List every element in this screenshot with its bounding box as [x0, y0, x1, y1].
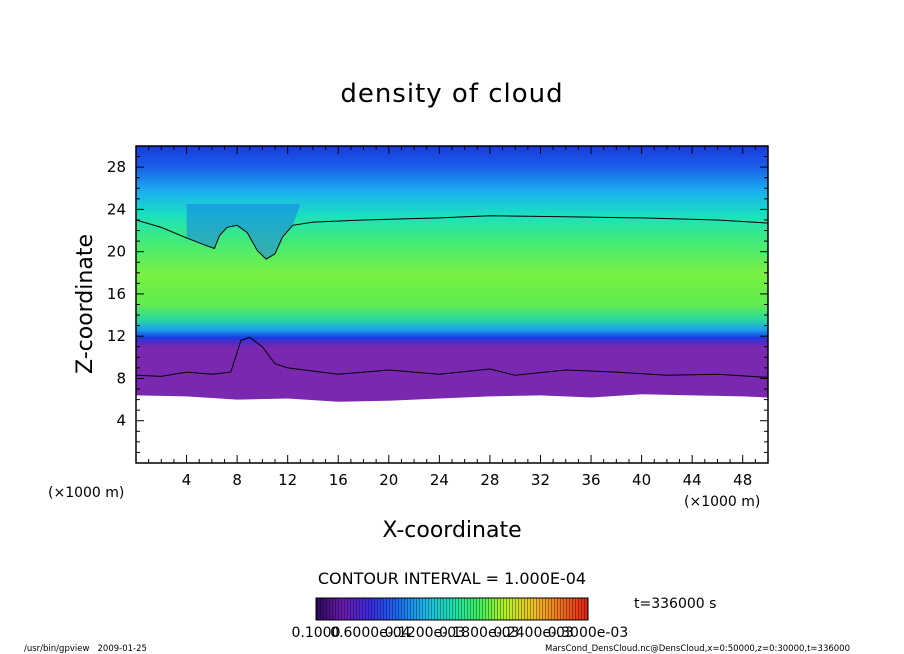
y-tick-label: 8 — [116, 369, 126, 387]
colorbar-label: 0.1800e-03 — [439, 625, 519, 641]
colorbar-label: 0.1200e-03 — [385, 625, 465, 641]
x-tick-label: 12 — [278, 471, 297, 489]
y-axis: 4 8 12 16 20 24 28 — [107, 156, 768, 453]
cloud-top-dip-shade — [186, 204, 301, 260]
y-tick-label: 28 — [107, 158, 126, 176]
x-axis-label: X-coordinate — [382, 518, 521, 543]
x-tick-label: 32 — [531, 471, 550, 489]
x-tick-label: 28 — [480, 471, 499, 489]
colorbar-label: 0.3000e-03 — [548, 625, 628, 641]
contour-interval-label: CONTOUR INTERVAL = 1.000E-04 — [318, 569, 586, 588]
colorbar-label: 0.2400e-03 — [493, 625, 573, 641]
x-tick-label: 24 — [430, 471, 449, 489]
y-axis-label: Z-coordinate — [73, 234, 98, 374]
x-tick-label: 48 — [733, 471, 752, 489]
x-tick-label: 44 — [683, 471, 702, 489]
colorbar-labels: 0.10000.6000e-040.1200e-030.1800e-030.24… — [292, 625, 629, 641]
y-tick-label: 20 — [107, 243, 126, 261]
x-tick-label: 8 — [232, 471, 242, 489]
x-tick-label: 20 — [379, 471, 398, 489]
x-axis: 4 8 12 16 20 24 28 32 36 40 44 48 — [148, 146, 756, 489]
cloud-region — [136, 146, 768, 402]
y-tick-label: 4 — [116, 412, 126, 430]
x-tick-label: 16 — [329, 471, 348, 489]
x-tick-label: 40 — [632, 471, 651, 489]
footer-right: MarsCond_DensCloud.nc@DensCloud,x=0:5000… — [545, 644, 850, 654]
colorbar-label: 0.6000e-04 — [330, 625, 411, 641]
y-tick-label: 12 — [107, 327, 126, 345]
colorbar-levels — [316, 598, 588, 620]
chart-title: density of cloud — [340, 79, 563, 109]
x-unit-left: (×1000 m) — [48, 485, 124, 501]
y-tick-label: 16 — [107, 285, 126, 303]
time-label: t=336000 s — [634, 596, 716, 612]
footer-left: /usr/bin/gpview 2009-01-25 — [24, 644, 147, 654]
cloud-base-contour — [136, 336, 768, 378]
plot-field — [136, 146, 768, 463]
x-tick-label: 36 — [581, 471, 600, 489]
cloud-top-contour — [136, 215, 768, 260]
colorbar-label: 0.1000 — [292, 625, 341, 641]
y-tick-label: 24 — [107, 200, 126, 218]
x-unit-right: (×1000 m) — [684, 494, 760, 510]
x-tick-label: 4 — [182, 471, 192, 489]
